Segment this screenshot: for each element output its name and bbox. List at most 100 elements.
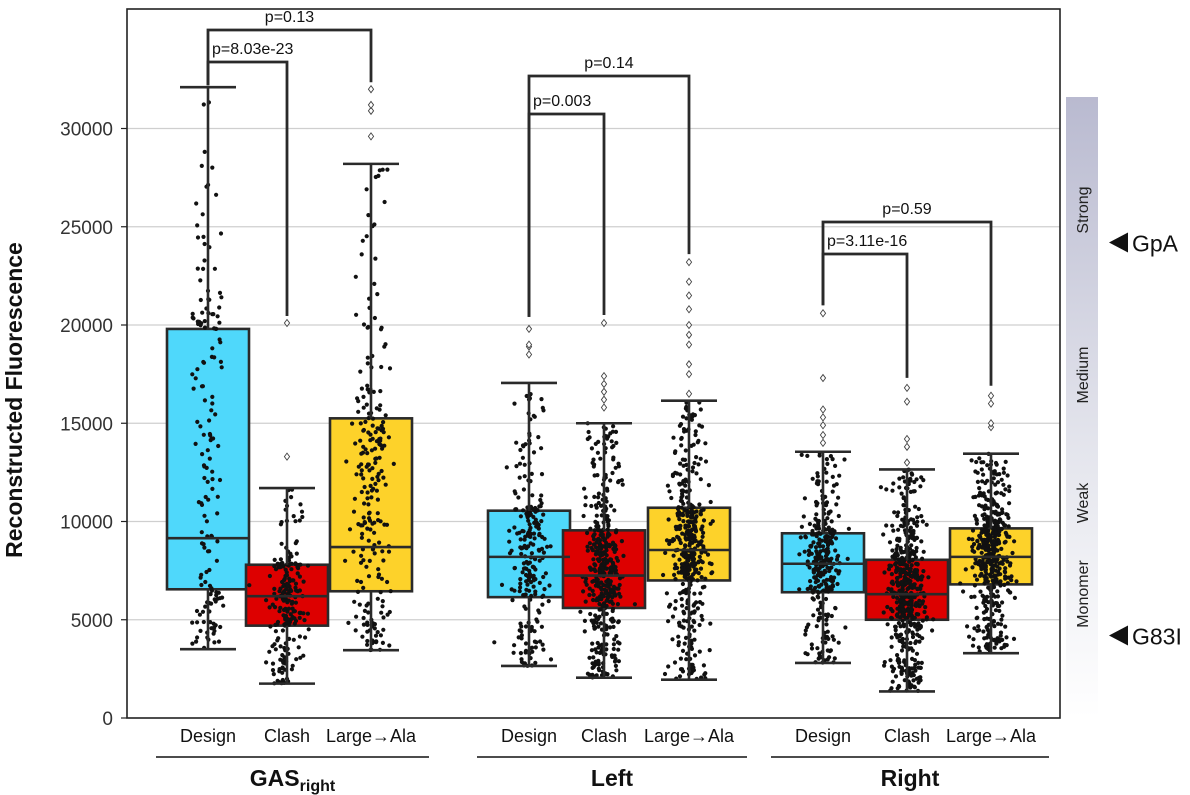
data-point [978, 490, 983, 495]
data-point [364, 564, 369, 569]
data-point [359, 472, 364, 477]
data-point [1005, 581, 1010, 586]
data-point [591, 464, 596, 469]
data-point [193, 376, 198, 381]
data-point [610, 429, 616, 434]
data-point [987, 535, 992, 540]
data-point [662, 671, 668, 677]
data-point [272, 564, 277, 569]
data-point [281, 598, 286, 603]
data-point [195, 235, 201, 240]
data-point [682, 457, 688, 462]
data-point [599, 597, 604, 602]
data-point [376, 567, 381, 572]
data-point [370, 436, 375, 441]
significance-bracket [527, 112, 606, 317]
data-point [1005, 534, 1010, 539]
data-point [667, 489, 672, 494]
data-point [617, 591, 622, 596]
data-point [358, 438, 363, 443]
data-point [831, 637, 837, 642]
data-point [369, 448, 374, 453]
data-point [995, 589, 1000, 594]
data-point [290, 599, 295, 604]
data-point [370, 423, 375, 428]
data-point [297, 615, 302, 621]
data-point [284, 573, 290, 578]
data-point [808, 579, 813, 584]
data-point [534, 640, 539, 645]
data-point [378, 438, 383, 443]
data-point [683, 635, 689, 641]
data-point [380, 604, 385, 609]
data-point [898, 571, 903, 576]
data-point [278, 644, 283, 649]
data-point [359, 451, 364, 456]
data-point [587, 655, 592, 660]
data-point [1007, 484, 1012, 489]
outlier-point [685, 257, 693, 267]
data-point [978, 573, 983, 578]
data-point [596, 439, 601, 444]
p-value-label: p=3.11e-16 [827, 233, 907, 250]
data-point [829, 519, 834, 524]
data-point [214, 192, 219, 197]
x-tick-label: Large→Ala [644, 726, 735, 746]
data-point [531, 584, 536, 589]
data-point [881, 532, 886, 537]
data-point [893, 628, 898, 633]
data-point [694, 514, 699, 519]
y-tick-label: 30000 [60, 120, 113, 141]
data-point [289, 588, 294, 594]
data-point [371, 389, 376, 394]
data-point [891, 481, 896, 486]
data-point [823, 640, 828, 645]
data-point [974, 521, 980, 526]
data-point [522, 462, 527, 467]
data-point [364, 402, 369, 407]
data-point [366, 601, 371, 606]
data-point [518, 651, 524, 656]
data-point [708, 621, 713, 626]
data-point [293, 581, 299, 586]
data-point [919, 514, 924, 519]
data-point [921, 569, 926, 574]
data-point [539, 501, 544, 506]
data-point [539, 519, 544, 524]
data-point [361, 476, 366, 481]
data-point [888, 658, 893, 663]
data-point [674, 471, 680, 476]
data-point [530, 645, 535, 650]
data-point [970, 565, 975, 570]
data-point [810, 528, 815, 534]
data-point [537, 610, 542, 615]
data-point [811, 540, 816, 545]
data-point [897, 568, 902, 573]
data-point [361, 394, 366, 399]
data-point [595, 557, 601, 562]
data-point [990, 563, 995, 568]
data-point [293, 519, 298, 524]
data-point [363, 447, 368, 452]
data-point [287, 555, 292, 560]
data-point [897, 598, 903, 603]
data-point [603, 537, 608, 542]
data-point [589, 618, 594, 623]
data-point [376, 572, 382, 577]
data-point [200, 212, 205, 217]
data-point [897, 609, 902, 614]
data-point [676, 634, 681, 639]
data-point [912, 585, 917, 590]
data-point [297, 588, 302, 593]
data-point [297, 610, 302, 616]
data-point [523, 624, 529, 629]
data-point [897, 476, 902, 481]
data-point [216, 590, 221, 595]
data-point [909, 563, 914, 568]
data-point [378, 519, 383, 524]
data-point [219, 295, 224, 300]
data-point [804, 625, 810, 630]
data-point [899, 557, 904, 563]
data-point [211, 631, 216, 636]
